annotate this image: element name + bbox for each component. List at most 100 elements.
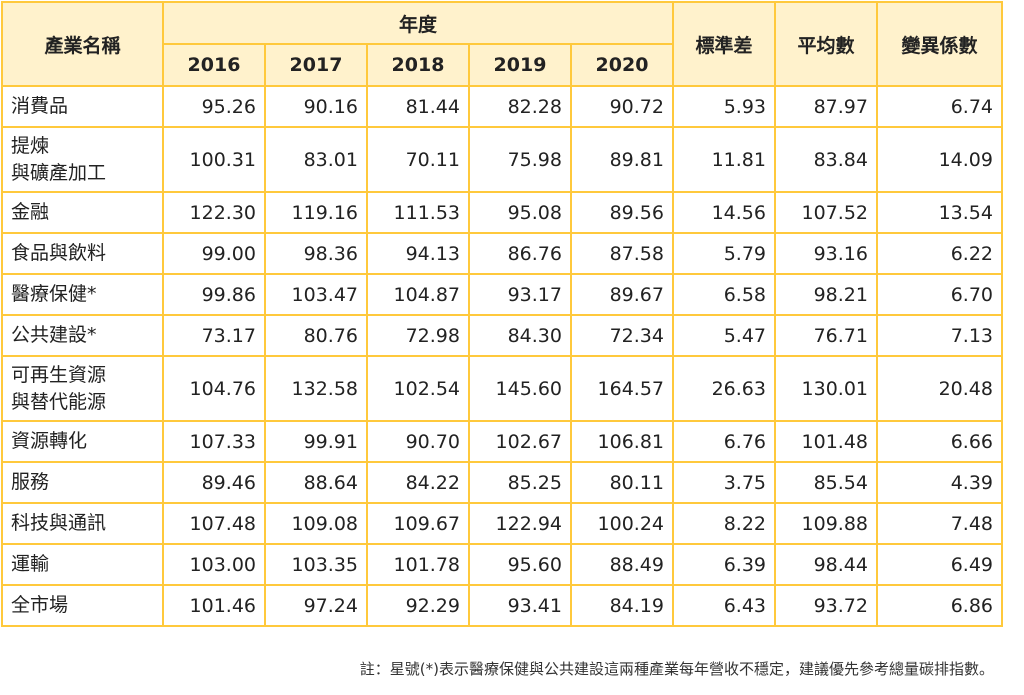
value-cell: 119.16: [264, 191, 368, 234]
industry-name-line: 運輸: [11, 553, 50, 575]
industry-name: 科技與通訊: [1, 502, 164, 545]
value-cell: 6.49: [876, 543, 1003, 586]
value-cell: 95.08: [468, 191, 572, 234]
industry-name-line: 科技與通訊: [11, 512, 107, 534]
value-cell: 83.84: [774, 126, 878, 193]
value-cell: 72.34: [570, 314, 674, 357]
value-cell: 90.16: [264, 85, 368, 128]
value-cell: 94.13: [366, 232, 470, 275]
value-cell: 88.49: [570, 543, 674, 586]
value-cell: 72.98: [366, 314, 470, 357]
value-cell: 6.76: [672, 420, 776, 463]
header-industry: 產業名稱: [1, 1, 164, 87]
value-cell: 89.67: [570, 273, 674, 316]
value-cell: 3.75: [672, 461, 776, 504]
industry-name-line: 全市場: [11, 594, 69, 616]
industry-name: 運輸: [1, 543, 164, 586]
table-row: 食品與飲料 99.00 98.36 94.13 86.76 87.58 5.79 93.16 6…: [1, 232, 1003, 275]
value-cell: 104.87: [366, 273, 470, 316]
value-cell: 13.54: [876, 191, 1003, 234]
value-cell: 70.11: [366, 126, 470, 193]
value-cell: 107.48: [162, 502, 266, 545]
value-cell: 103.35: [264, 543, 368, 586]
value-cell: 107.52: [774, 191, 878, 234]
value-cell: 80.76: [264, 314, 368, 357]
industry-name-line: 服務: [11, 471, 50, 493]
value-cell: 85.54: [774, 461, 878, 504]
header-year: 2020: [570, 43, 674, 87]
value-cell: 85.25: [468, 461, 572, 504]
value-cell: 92.29: [366, 584, 470, 627]
value-cell: 122.94: [468, 502, 572, 545]
industry-name: 資源轉化: [1, 420, 164, 463]
value-cell: 20.48: [876, 355, 1003, 422]
value-cell: 6.70: [876, 273, 1003, 316]
value-cell: 7.13: [876, 314, 1003, 357]
table-row: 科技與通訊 107.48 109.08 109.67 122.94 100.24 8.22 1…: [1, 502, 1003, 545]
value-cell: 87.58: [570, 232, 674, 275]
industry-name-line: 資源轉化: [11, 430, 88, 452]
table-row: 服務 89.46 88.64 84.22 85.25 80.11 3.75 85.54 4.39: [1, 461, 1003, 504]
header-std: 標準差: [672, 1, 776, 87]
industry-name-line: 提煉: [11, 134, 50, 157]
value-cell: 81.44: [366, 85, 470, 128]
value-cell: 100.24: [570, 502, 674, 545]
value-cell: 6.66: [876, 420, 1003, 463]
value-cell: 75.98: [468, 126, 572, 193]
value-cell: 26.63: [672, 355, 776, 422]
industry-name: 可再生資源 與替代能源: [1, 355, 164, 422]
industry-name-line: 金融: [11, 201, 50, 223]
industry-stats-table: 產業名稱 年度 標準差 平均數 變異係數 2016 2017 2018 2019 202…: [1, 1, 1003, 627]
value-cell: 109.88: [774, 502, 878, 545]
value-cell: 101.48: [774, 420, 878, 463]
value-cell: 104.76: [162, 355, 266, 422]
value-cell: 101.78: [366, 543, 470, 586]
value-cell: 109.08: [264, 502, 368, 545]
value-cell: 122.30: [162, 191, 266, 234]
value-cell: 6.74: [876, 85, 1003, 128]
table-row: 消費品 95.26 90.16 81.44 82.28 90.72 5.93 87.97 6.7…: [1, 85, 1003, 128]
industry-name-line: 醫療保健*: [11, 283, 97, 305]
industry-name-line: 公共建設*: [11, 324, 97, 346]
value-cell: 8.22: [672, 502, 776, 545]
value-cell: 7.48: [876, 502, 1003, 545]
value-cell: 99.00: [162, 232, 266, 275]
industry-name: 公共建設*: [1, 314, 164, 357]
header-year: 2017: [264, 43, 368, 87]
value-cell: 6.43: [672, 584, 776, 627]
header-cv: 變異係數: [876, 1, 1003, 87]
table-row: 資源轉化 107.33 99.91 90.70 102.67 106.81 6.76 101.…: [1, 420, 1003, 463]
value-cell: 14.56: [672, 191, 776, 234]
value-cell: 5.79: [672, 232, 776, 275]
value-cell: 98.21: [774, 273, 878, 316]
table-row: 運輸 103.00 103.35 101.78 95.60 88.49 6.39 98.44 6…: [1, 543, 1003, 586]
value-cell: 86.76: [468, 232, 572, 275]
value-cell: 89.56: [570, 191, 674, 234]
industry-name: 全市場: [1, 584, 164, 627]
value-cell: 90.70: [366, 420, 470, 463]
value-cell: 97.24: [264, 584, 368, 627]
header-year: 2019: [468, 43, 572, 87]
value-cell: 88.64: [264, 461, 368, 504]
value-cell: 80.11: [570, 461, 674, 504]
value-cell: 84.19: [570, 584, 674, 627]
industry-name: 消費品: [1, 85, 164, 128]
value-cell: 93.17: [468, 273, 572, 316]
value-cell: 132.58: [264, 355, 368, 422]
value-cell: 90.72: [570, 85, 674, 128]
value-cell: 100.31: [162, 126, 266, 193]
value-cell: 6.22: [876, 232, 1003, 275]
value-cell: 84.30: [468, 314, 572, 357]
value-cell: 6.86: [876, 584, 1003, 627]
footnote: 註：星號(*)表示醫療保健與公共建設這兩種產業每年營收不穩定，建議優先參考總量碳…: [359, 660, 994, 678]
table-row: 公共建設* 73.17 80.76 72.98 84.30 72.34 5.47 76.71 7…: [1, 314, 1003, 357]
header-year-group: 年度: [162, 1, 674, 45]
header-year: 2018: [366, 43, 470, 87]
value-cell: 89.81: [570, 126, 674, 193]
industry-name: 金融: [1, 191, 164, 234]
value-cell: 102.67: [468, 420, 572, 463]
value-cell: 5.93: [672, 85, 776, 128]
value-cell: 14.09: [876, 126, 1003, 193]
table-row: 可再生資源 與替代能源 104.76 132.58 102.54 145.60 164.57…: [1, 355, 1003, 422]
value-cell: 93.16: [774, 232, 878, 275]
